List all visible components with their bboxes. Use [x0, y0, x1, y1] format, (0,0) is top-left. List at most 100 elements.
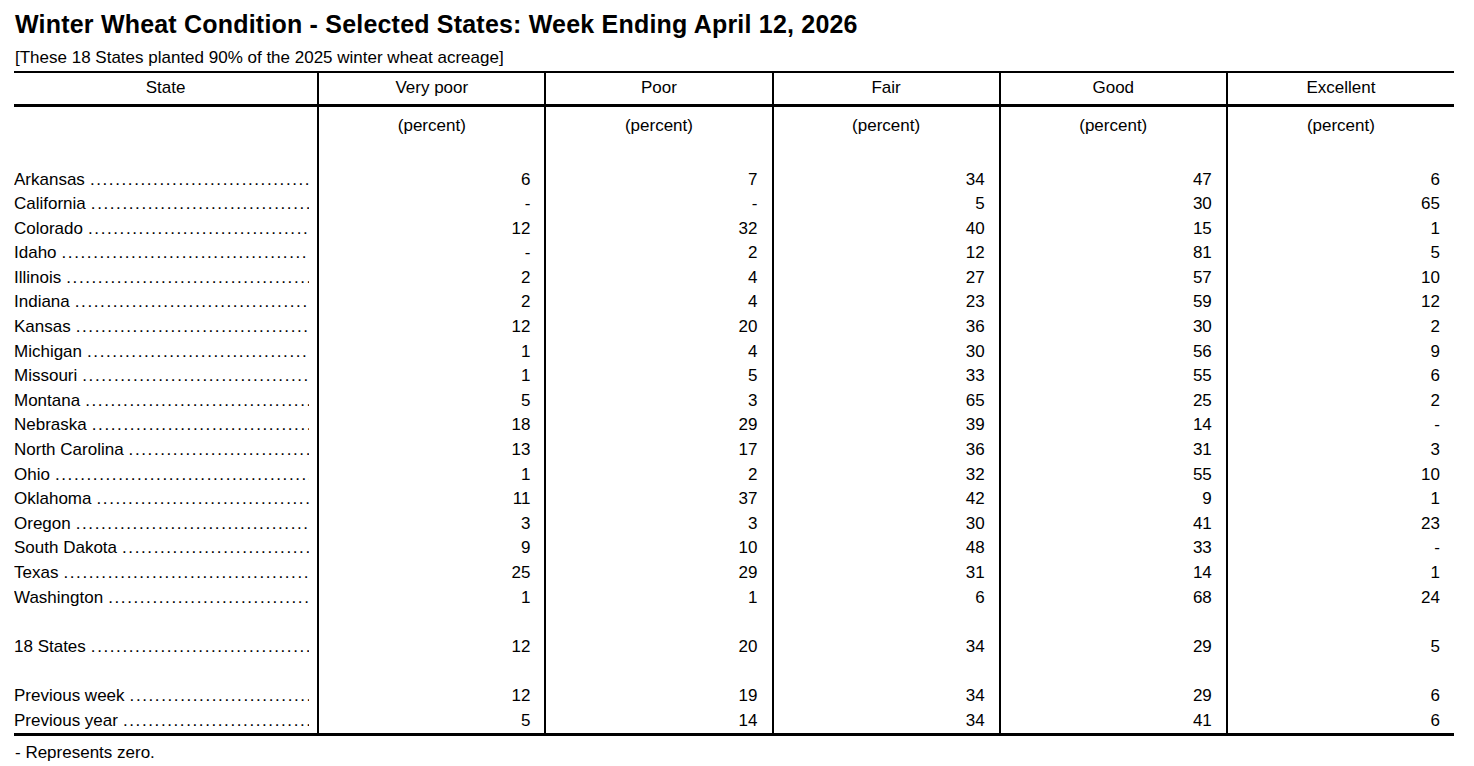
- value-cell: 1: [318, 586, 545, 611]
- state-label: Missouri: [14, 364, 82, 389]
- report-page: Winter Wheat Condition - Selected States…: [0, 0, 1474, 763]
- state-row: Oregon..................................…: [14, 512, 1454, 537]
- value-cell: 30: [1000, 315, 1227, 340]
- value-cell: 33: [1000, 536, 1227, 561]
- value-cell: 1: [318, 463, 545, 488]
- value-cell: 9: [1000, 487, 1227, 512]
- empty-cell: [1227, 659, 1454, 684]
- value-cell: 3: [1227, 438, 1454, 463]
- value-cell: 4: [545, 290, 772, 315]
- value-cell: 30: [773, 512, 1000, 537]
- empty-cell: [1000, 659, 1227, 684]
- value-cell: 5: [773, 192, 1000, 217]
- state-cell: Nebraska................................…: [14, 413, 318, 438]
- state-cell: South Dakota............................…: [14, 536, 318, 561]
- state-row: Missouri................................…: [14, 364, 1454, 389]
- value-cell: 36: [773, 438, 1000, 463]
- value-cell: 32: [773, 463, 1000, 488]
- empty-cell: [545, 610, 772, 635]
- state-row: California..............................…: [14, 192, 1454, 217]
- state-leader: South Dakota............................…: [14, 536, 317, 561]
- value-cell: 17: [545, 438, 772, 463]
- empty-cell: [14, 152, 318, 168]
- leader-dots: ........................................…: [130, 684, 310, 709]
- value-cell: 25: [1000, 389, 1227, 414]
- empty-cell: [14, 610, 318, 635]
- value-cell: 2: [545, 463, 772, 488]
- state-label: Arkansas: [14, 168, 90, 193]
- state-leader: Texas...................................…: [14, 561, 317, 586]
- value-cell: 30: [773, 340, 1000, 365]
- state-label: Nebraska: [14, 413, 92, 438]
- value-cell: 29: [545, 561, 772, 586]
- spacer-row: [14, 659, 1454, 684]
- leader-dots: ........................................…: [92, 413, 309, 438]
- leader-dots: ........................................…: [55, 463, 309, 488]
- state-leader: Colorado................................…: [14, 217, 317, 242]
- value-cell: 1: [1227, 217, 1454, 242]
- value-cell: 12: [318, 684, 545, 709]
- state-cell: Ohio....................................…: [14, 463, 318, 488]
- leader-dots: ........................................…: [66, 266, 309, 291]
- leader-dots: ........................................…: [123, 709, 309, 734]
- value-cell: 2: [318, 290, 545, 315]
- leader-dots: ........................................…: [76, 315, 310, 340]
- state-label: Previous year: [14, 709, 123, 734]
- state-leader: Kansas..................................…: [14, 315, 317, 340]
- value-cell: 33: [773, 364, 1000, 389]
- value-cell: 40: [773, 217, 1000, 242]
- value-cell: 14: [1000, 413, 1227, 438]
- state-leader: Nebraska................................…: [14, 413, 317, 438]
- state-label: Kansas: [14, 315, 76, 340]
- page-subtitle: [These 18 States planted 90% of the 2025…: [15, 48, 1457, 68]
- state-cell: Illinois................................…: [14, 266, 318, 291]
- table-header-row: StateVery poorPoorFairGoodExcellent: [14, 72, 1454, 106]
- state-label: South Dakota: [14, 536, 122, 561]
- value-cell: 29: [1000, 684, 1227, 709]
- value-cell: 42: [773, 487, 1000, 512]
- state-row: Illinois................................…: [14, 266, 1454, 291]
- value-cell: 3: [545, 512, 772, 537]
- value-cell: 1: [545, 586, 772, 611]
- leader-dots: ........................................…: [96, 487, 309, 512]
- state-cell: Texas...................................…: [14, 561, 318, 586]
- state-leader: Indiana.................................…: [14, 290, 317, 315]
- unit-row: (percent)(percent)(percent)(percent)(per…: [14, 106, 1454, 152]
- value-cell: 10: [1227, 266, 1454, 291]
- value-cell: 5: [318, 709, 545, 735]
- unit-label: (percent): [1000, 106, 1227, 152]
- state-label: 18 States: [14, 635, 91, 660]
- footnote: - Represents zero.: [15, 743, 1457, 763]
- leader-dots: ........................................…: [62, 241, 310, 266]
- value-cell: 1: [1227, 561, 1454, 586]
- value-cell: 59: [1000, 290, 1227, 315]
- value-cell: 2: [318, 266, 545, 291]
- state-leader: Montana.................................…: [14, 389, 317, 414]
- state-cell: Colorado................................…: [14, 217, 318, 242]
- state-leader: 18 States...............................…: [14, 635, 317, 660]
- state-label: Indiana: [14, 290, 75, 315]
- value-cell: 5: [318, 389, 545, 414]
- value-cell: 11: [318, 487, 545, 512]
- empty-cell: [14, 106, 318, 152]
- value-cell: 20: [545, 315, 772, 340]
- value-cell: 3: [545, 389, 772, 414]
- state-cell: Indiana.................................…: [14, 290, 318, 315]
- empty-cell: [1000, 152, 1227, 168]
- value-cell: 14: [545, 709, 772, 735]
- column-header: Good: [1000, 72, 1227, 106]
- value-cell: 2: [1227, 389, 1454, 414]
- value-cell: 34: [773, 709, 1000, 735]
- value-cell: 1: [318, 364, 545, 389]
- value-cell: 29: [1000, 635, 1227, 660]
- value-cell: 29: [545, 413, 772, 438]
- empty-cell: [318, 659, 545, 684]
- value-cell: 34: [773, 635, 1000, 660]
- value-cell: 36: [773, 315, 1000, 340]
- empty-cell: [1227, 610, 1454, 635]
- value-cell: 34: [773, 168, 1000, 193]
- value-cell: 19: [545, 684, 772, 709]
- value-cell: 2: [545, 241, 772, 266]
- leader-dots: ........................................…: [85, 389, 309, 414]
- state-cell: Oklahoma................................…: [14, 487, 318, 512]
